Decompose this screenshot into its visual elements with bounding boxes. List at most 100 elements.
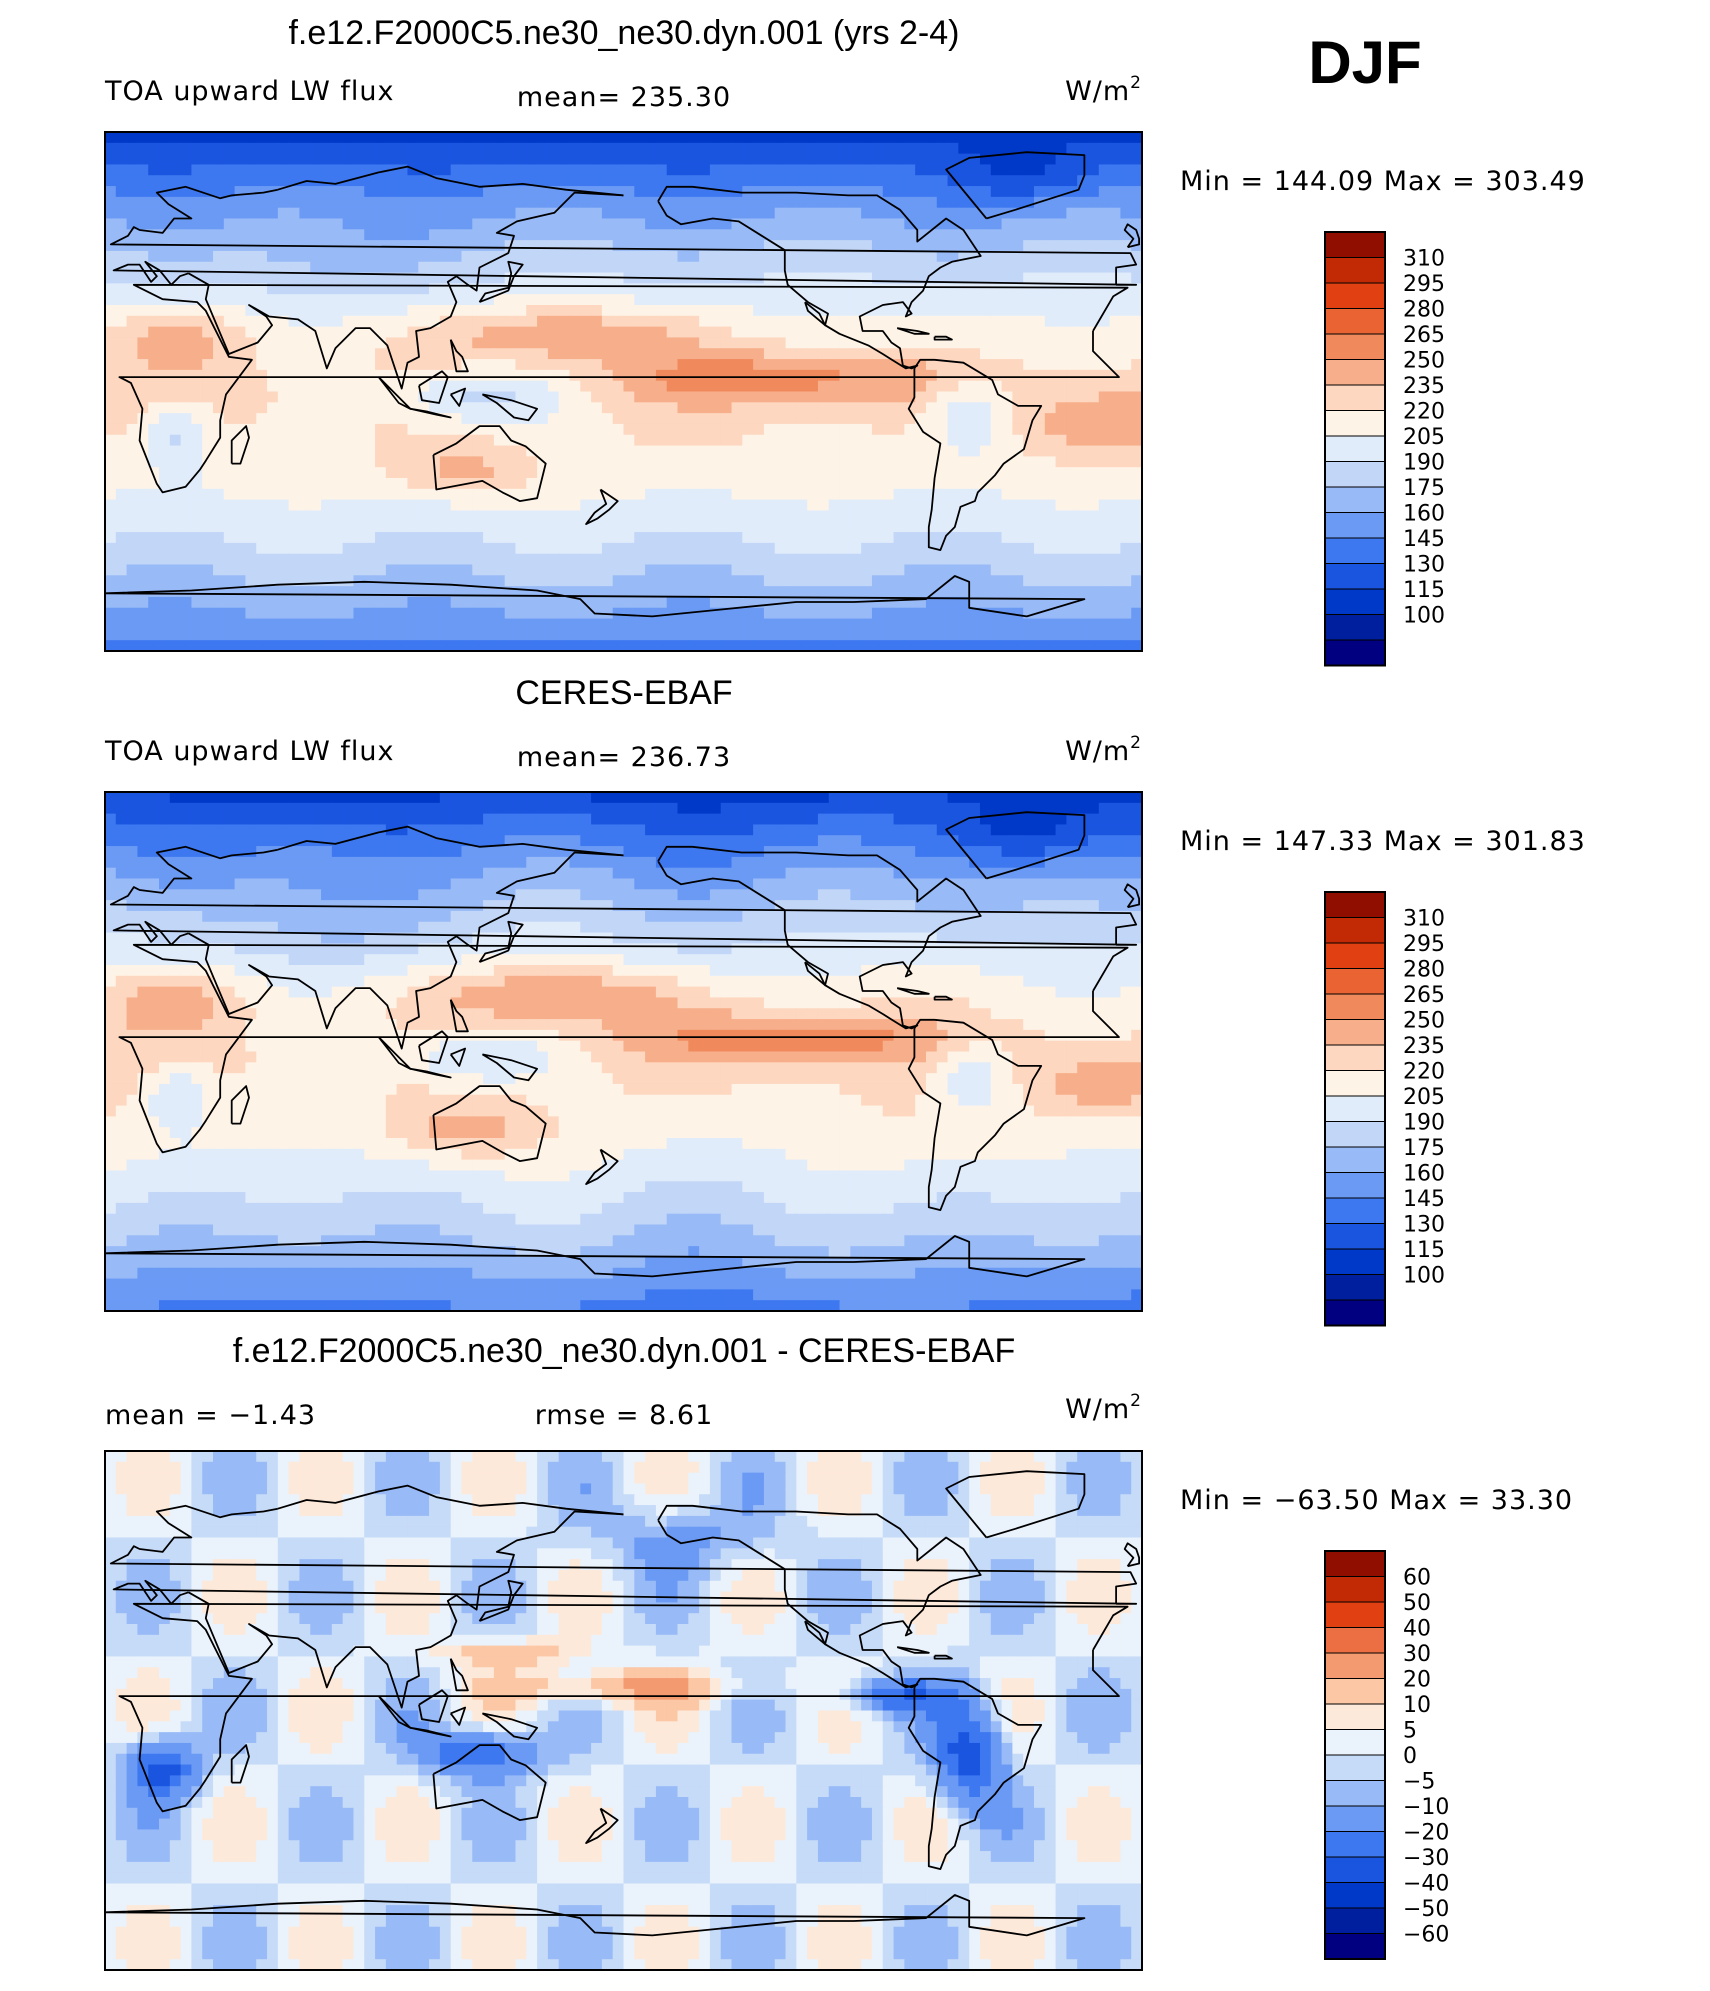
field-cell	[774, 467, 787, 479]
field-cell	[580, 132, 592, 144]
field-cell	[439, 229, 452, 241]
field-cell	[483, 261, 495, 274]
field-cell	[321, 305, 333, 317]
field-cell	[915, 196, 927, 209]
field-cell	[547, 445, 560, 457]
field-cell	[699, 413, 711, 425]
field-cell	[601, 337, 614, 349]
field-cell	[699, 315, 711, 328]
field-cell	[504, 564, 517, 576]
field-cell	[699, 510, 711, 522]
field-cell	[407, 456, 419, 468]
field-cell	[947, 456, 959, 468]
field-cell	[364, 196, 376, 209]
field-cell	[180, 196, 193, 209]
field-cell	[375, 283, 387, 295]
field-cell	[655, 618, 668, 630]
field-cell	[137, 261, 149, 274]
field-cell	[418, 294, 430, 306]
field-cell	[558, 640, 571, 651]
field-cell	[331, 564, 344, 576]
field-cell	[277, 261, 290, 274]
field-cell	[375, 250, 387, 263]
field-cell	[137, 564, 149, 576]
field-cell	[763, 478, 776, 490]
field-cell	[1001, 283, 1013, 295]
field-cell	[288, 359, 301, 371]
field-cell	[861, 380, 873, 393]
field-cell	[893, 478, 905, 490]
field-cell	[245, 369, 257, 382]
field-cell	[580, 488, 592, 501]
field-cell	[191, 792, 203, 804]
field-cell	[979, 175, 992, 187]
field-cell	[331, 272, 344, 284]
field-cell	[904, 423, 916, 436]
field-cell	[1109, 391, 1121, 403]
field-cell	[990, 186, 1003, 198]
field-cell	[785, 618, 797, 630]
field-cell	[180, 164, 193, 176]
field-cell	[310, 283, 322, 295]
field-cell	[807, 402, 819, 414]
field-cell	[601, 272, 614, 284]
field-cell	[1044, 586, 1057, 598]
field-cell	[979, 521, 992, 533]
field-cell	[342, 326, 355, 339]
field-cell	[871, 445, 884, 457]
field-cell	[1098, 326, 1111, 339]
field-cell	[526, 542, 538, 555]
field-cell	[385, 240, 398, 252]
field-cell	[634, 175, 646, 187]
field-cell	[720, 586, 733, 598]
field-cell	[1066, 488, 1078, 501]
field-cell	[936, 175, 949, 187]
field-cell	[1055, 175, 1067, 187]
field-cell	[277, 456, 290, 468]
field-cell	[861, 802, 873, 815]
field-cell	[342, 640, 355, 651]
field-cell	[947, 305, 959, 317]
field-cell	[720, 391, 733, 403]
field-cell	[472, 218, 484, 230]
field-cell	[418, 456, 430, 468]
field-cell	[915, 391, 927, 403]
field-cell	[461, 586, 473, 598]
field-cell	[537, 369, 549, 382]
field-cell	[547, 478, 560, 490]
field-cell	[483, 402, 495, 414]
field-cell	[861, 575, 873, 587]
field-cell	[990, 596, 1003, 609]
field-cell	[169, 413, 182, 425]
field-cell	[277, 283, 290, 295]
field-cell	[828, 196, 841, 209]
field-cell	[407, 142, 419, 155]
field-cell	[180, 132, 193, 144]
field-cell	[1001, 315, 1013, 328]
field-cell	[1055, 510, 1067, 522]
field-cell	[1033, 207, 1046, 220]
field-cell	[677, 175, 689, 187]
field-cell	[666, 499, 679, 512]
field-cell	[364, 596, 376, 609]
field-cell	[753, 802, 765, 815]
field-cell	[1044, 478, 1057, 490]
field-cell	[191, 186, 203, 198]
field-cell	[1012, 142, 1024, 155]
field-cell	[1098, 434, 1111, 447]
field-cell	[699, 153, 711, 166]
field-cell	[245, 175, 257, 187]
field-cell	[612, 478, 625, 490]
field-cell	[191, 499, 203, 512]
field-cell	[223, 640, 236, 651]
field-cell	[180, 175, 193, 187]
field-cell	[817, 564, 830, 576]
field-cell	[277, 294, 290, 306]
field-cell	[105, 261, 117, 274]
field-cell	[407, 478, 419, 490]
field-cell	[202, 510, 214, 522]
field-cell	[1120, 542, 1132, 555]
field-cell	[969, 369, 981, 382]
field-cell	[1077, 337, 1089, 349]
field-cell	[493, 488, 506, 501]
